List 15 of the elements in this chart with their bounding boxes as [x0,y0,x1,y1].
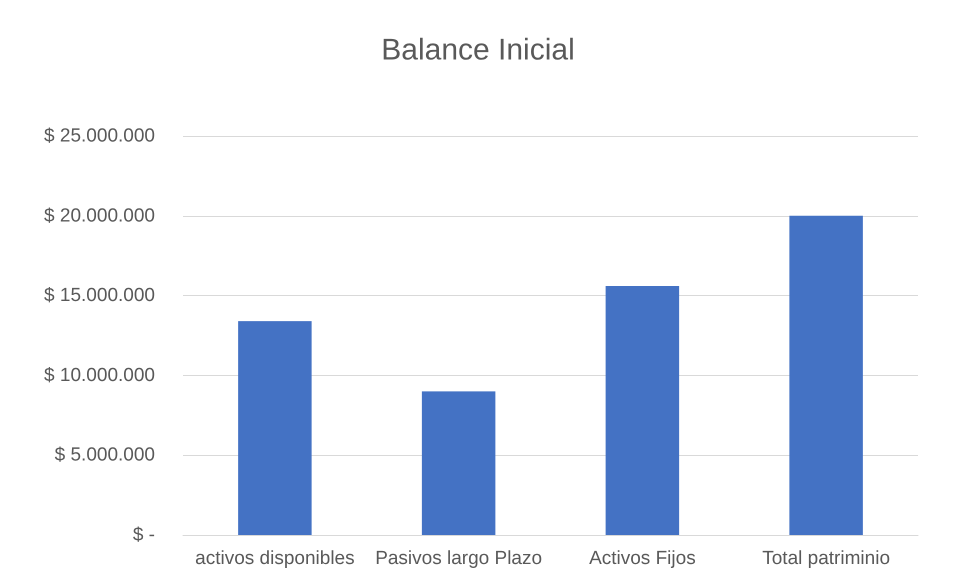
y-tick-label: $ 25.000.000 [44,126,155,146]
x-tick-label: activos disponibles [195,548,355,569]
bar [606,286,680,535]
y-tick-label: $ - [132,524,155,546]
x-tick-label: Total patriminio [762,548,890,569]
bar [422,391,496,535]
bar [238,321,312,535]
bar [789,216,863,535]
y-tick-label: $ 15.000.000 [44,285,155,306]
x-tick-label: Activos Fijos [589,548,696,569]
y-tick-label: $ 5.000.000 [54,444,155,466]
x-tick-label: Pasivos largo Plazo [375,548,542,569]
y-tick-label: $ 20.000.000 [44,205,155,226]
y-tick-label: $ 10.000.000 [44,364,155,386]
chart-title: Balance Inicial [381,34,575,66]
